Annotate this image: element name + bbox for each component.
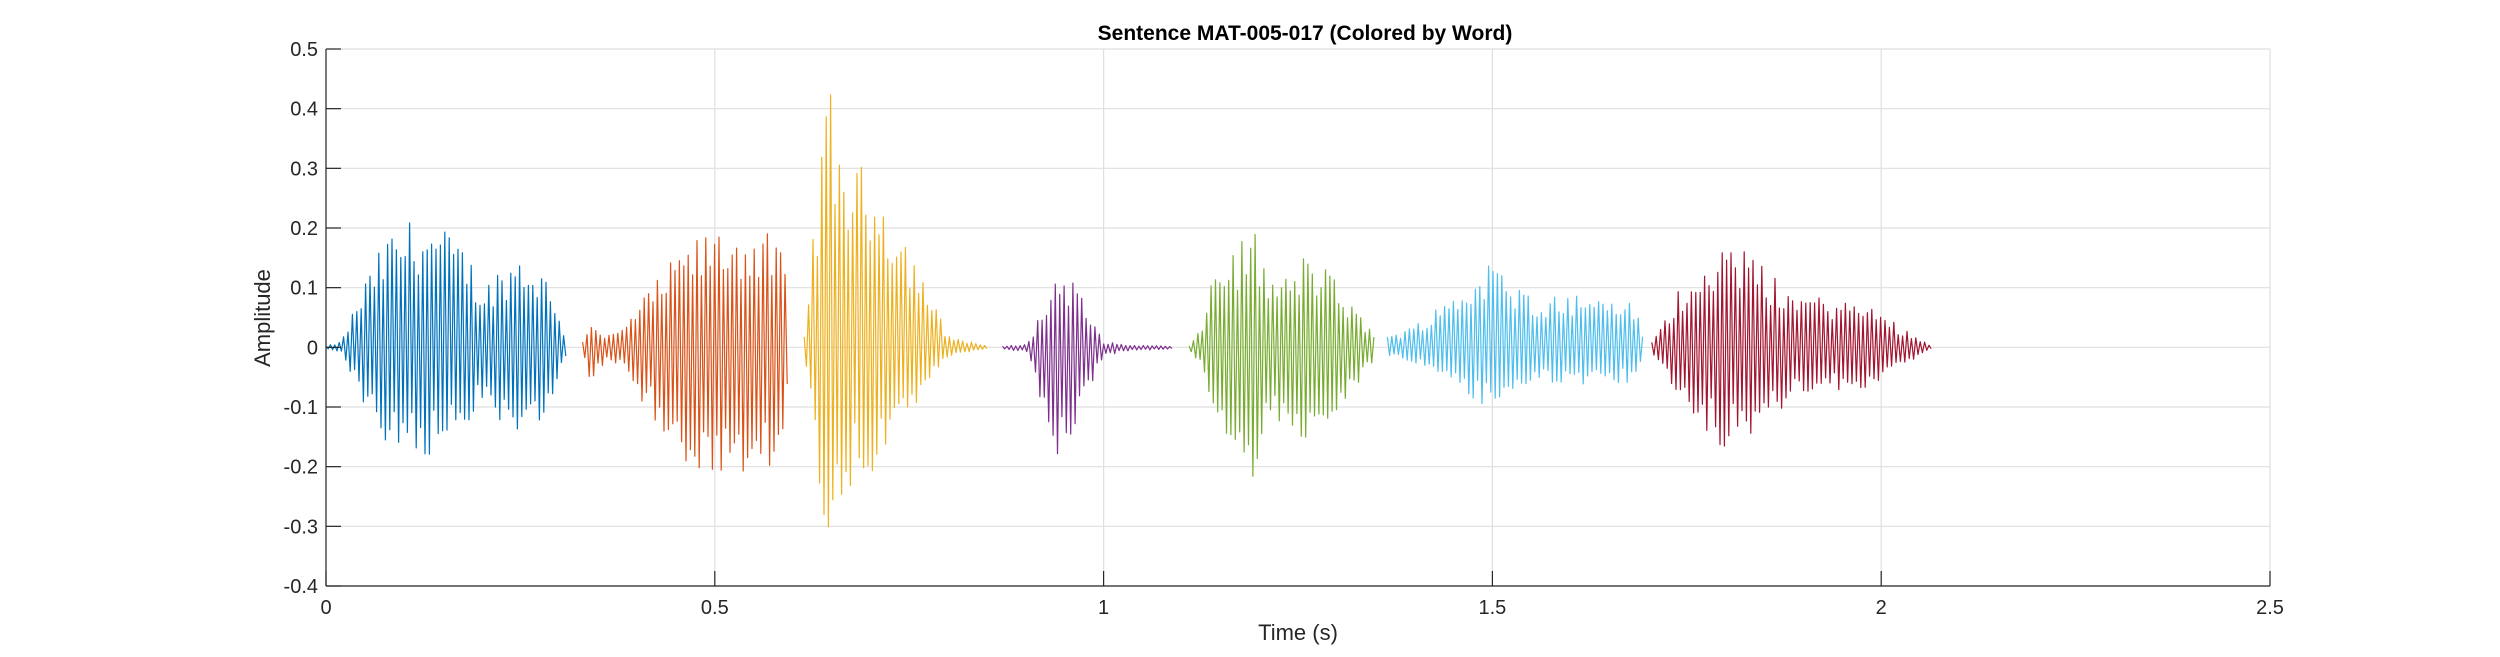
y-axis-label: Amplitude (250, 269, 275, 367)
y-tick-label: 0.4 (290, 99, 318, 121)
y-tick-label: 0.2 (290, 218, 318, 240)
axes: 0 0.5 1 1.5 2 2.5 -0.4 -0.3 -0.2 -0.1 0 0.1 0.2 0.3 0.… (284, 39, 2284, 619)
x-tick-label: 2 (1876, 597, 1887, 619)
x-tick-label: 1 (1098, 597, 1109, 619)
x-tick-label: 0 (320, 597, 331, 619)
chart-title: Sentence MAT-005-017 (Colored by Word) (1098, 22, 1513, 45)
word-waveform-1 (325, 222, 567, 455)
y-tick-label: -0.1 (284, 397, 318, 419)
plot-area: 0 0.5 1 1.5 2 2.5 -0.4 -0.3 -0.2 -0.1 0 0.1 0.2 0.3 0.… (284, 39, 2284, 619)
axes-background (326, 49, 2270, 586)
y-tick-label: -0.2 (284, 457, 318, 479)
word-waveform-4 (1002, 282, 1173, 455)
waveforms (325, 94, 1932, 528)
y-tick-label: -0.4 (284, 576, 318, 598)
x-tick-label: 0.5 (701, 597, 729, 619)
word-waveform-6 (1386, 265, 1644, 405)
x-tick-label: 2.5 (2256, 597, 2284, 619)
y-tick-label: 0.3 (290, 158, 318, 180)
y-tick-label: 0.5 (290, 39, 318, 61)
word-waveform-7 (1651, 251, 1932, 447)
x-axis-label: Time (s) (1258, 620, 1338, 645)
y-tick-label: -0.3 (284, 516, 318, 538)
y-tick-label: 0 (307, 337, 318, 359)
word-waveform-3 (803, 94, 988, 528)
word-waveform-2 (582, 233, 788, 472)
y-tick-label: 0.1 (290, 278, 318, 300)
word-waveform-5 (1188, 234, 1375, 477)
x-tick-label: 1.5 (1478, 597, 1506, 619)
